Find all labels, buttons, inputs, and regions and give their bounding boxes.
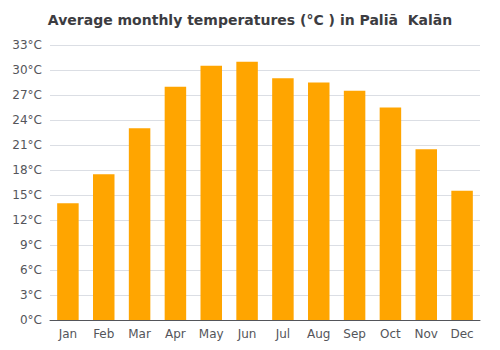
svg-text:Mar: Mar <box>128 327 151 341</box>
svg-text:18°C: 18°C <box>12 163 42 177</box>
svg-text:30°C: 30°C <box>12 63 42 77</box>
svg-text:Apr: Apr <box>165 327 186 341</box>
svg-text:0°C: 0°C <box>20 313 42 327</box>
svg-text:Jan: Jan <box>58 327 78 341</box>
svg-text:Jun: Jun <box>237 327 257 341</box>
svg-text:12°C: 12°C <box>12 213 42 227</box>
svg-text:Dec: Dec <box>450 327 473 341</box>
svg-text:Feb: Feb <box>93 327 114 341</box>
svg-text:21°C: 21°C <box>12 138 42 152</box>
svg-text:33°C: 33°C <box>12 38 42 52</box>
svg-text:6°C: 6°C <box>20 263 42 277</box>
svg-text:3°C: 3°C <box>20 288 42 302</box>
svg-text:Average monthly temperatures (: Average monthly temperatures (°C ) in Pa… <box>48 12 452 28</box>
svg-text:9°C: 9°C <box>20 238 42 252</box>
svg-text:24°C: 24°C <box>12 113 42 127</box>
svg-text:Aug: Aug <box>307 327 330 341</box>
svg-text:Oct: Oct <box>380 327 401 341</box>
svg-text:May: May <box>199 327 224 341</box>
svg-text:15°C: 15°C <box>12 188 42 202</box>
svg-text:27°C: 27°C <box>12 88 42 102</box>
svg-text:Sep: Sep <box>343 327 366 341</box>
svg-text:Nov: Nov <box>415 327 438 341</box>
svg-text:Jul: Jul <box>275 327 290 341</box>
